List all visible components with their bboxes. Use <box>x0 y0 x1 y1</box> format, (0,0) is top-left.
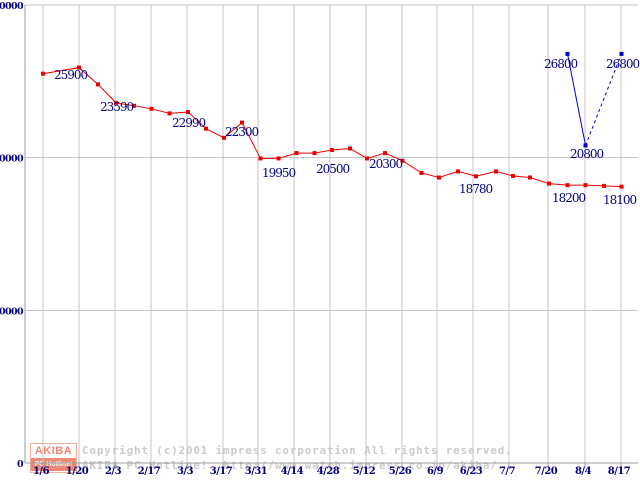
data-point-marker <box>528 175 532 180</box>
akiba-pc-hotline-logo: AKIBA PC Hotline! <box>30 443 77 473</box>
x-tick-label: 3/17 <box>210 466 233 477</box>
point-value-label: 22300 <box>225 125 259 139</box>
data-point-marker <box>583 183 588 188</box>
data-point-marker <box>132 103 136 108</box>
point-value-label: 26800 <box>606 57 640 71</box>
data-point-marker <box>437 175 441 180</box>
y-tick-label: 0 <box>17 459 24 470</box>
y-tick-label: 20000 <box>0 154 24 165</box>
point-value-label: 23590 <box>100 100 134 114</box>
data-point-marker <box>619 184 624 189</box>
point-value-label: 22990 <box>172 116 206 130</box>
point-value-labels: 25900 23590 22990 22300 19950 20500 20300 18780… <box>54 57 640 207</box>
data-point-marker <box>330 148 334 153</box>
point-value-label: 26800 <box>544 57 578 71</box>
data-point-marker <box>619 51 624 56</box>
data-point-marker <box>276 156 281 161</box>
data-point-marker <box>258 156 263 161</box>
x-tick-label: 5/12 <box>353 466 376 477</box>
x-tick-label: 8/4 <box>575 466 592 477</box>
footer-credits: Copyright (c)2001 impress corporation Al… <box>82 443 513 473</box>
data-point-marker <box>474 174 478 179</box>
data-point-marker <box>494 169 498 174</box>
x-tick-label: 1/6 <box>33 466 50 477</box>
x-tick-label: 5/26 <box>389 466 412 477</box>
y-axis-labels: 30000 20000 10000 0 <box>0 1 25 470</box>
x-tick-label: 6/9 <box>427 466 444 477</box>
series-segment <box>567 53 586 146</box>
data-point-marker <box>96 82 100 87</box>
logo-akiba-text: AKIBA <box>34 445 73 457</box>
data-point-marker <box>186 110 190 115</box>
logo-pc-hotline-text: PC Hotline! <box>31 458 76 471</box>
x-tick-label: 7/7 <box>499 466 516 477</box>
x-tick-label: 3/3 <box>177 466 194 477</box>
data-point-marker <box>511 173 515 178</box>
x-axis-labels: 1/6 1/20 2/3 2/17 3/3 3/17 3/31 4/14 4/28 5/12 5/2… <box>33 466 631 477</box>
data-point-marker <box>383 151 387 156</box>
data-point-marker <box>41 71 45 76</box>
data-point-marker <box>565 51 570 56</box>
y-tick-label: 10000 <box>0 306 24 317</box>
data-point-marker <box>77 65 81 70</box>
x-tick-label: 7/20 <box>535 466 558 477</box>
x-tick-label: 1/20 <box>66 466 89 477</box>
data-point-marker <box>204 126 208 131</box>
point-value-label: 18780 <box>459 182 493 196</box>
x-tick-label: 3/31 <box>245 466 268 477</box>
copyright-text: Copyright (c)2001 impress corporation Al… <box>82 444 513 457</box>
x-tick-label: 4/14 <box>281 466 304 477</box>
data-point-marker <box>149 106 154 111</box>
data-point-marker <box>547 181 551 186</box>
data-point-marker <box>167 111 172 116</box>
x-tick-label: 2/3 <box>105 466 122 477</box>
data-point-marker <box>365 156 369 161</box>
series-main-price-red <box>41 65 624 189</box>
data-point-marker <box>565 183 570 188</box>
data-point-marker <box>583 143 588 148</box>
data-point-marker <box>419 170 424 175</box>
data-point-marker <box>114 100 118 105</box>
point-value-label: 20300 <box>369 157 403 171</box>
series-line <box>42 67 622 188</box>
x-tick-label: 6/23 <box>460 466 483 477</box>
point-value-label: 18100 <box>603 193 637 207</box>
point-value-label: 19950 <box>262 166 296 180</box>
data-point-marker <box>294 151 299 156</box>
grid-lines <box>25 4 638 463</box>
axes <box>24 5 638 467</box>
site-url-text: AKIBA PC Hotline! http://www.watch.impre… <box>82 459 498 472</box>
point-value-label: 20800 <box>570 147 604 161</box>
data-point-marker <box>400 158 405 163</box>
data-point-marker <box>222 135 226 140</box>
x-tick-label: 4/28 <box>317 466 340 477</box>
point-value-label: 25900 <box>54 68 88 82</box>
x-tick-label: 2/17 <box>138 466 161 477</box>
data-point-marker <box>240 120 244 125</box>
point-value-label: 18200 <box>552 191 586 205</box>
data-point-marker <box>348 146 352 151</box>
point-value-label: 20500 <box>316 162 350 176</box>
x-tick-label: 8/17 <box>608 466 631 477</box>
y-tick-label: 30000 <box>0 1 24 12</box>
series-secondary-price-blue <box>565 51 624 148</box>
data-point-marker <box>602 183 606 188</box>
series-segment <box>585 53 622 146</box>
data-point-marker <box>456 169 460 174</box>
data-point-marker <box>312 151 317 156</box>
